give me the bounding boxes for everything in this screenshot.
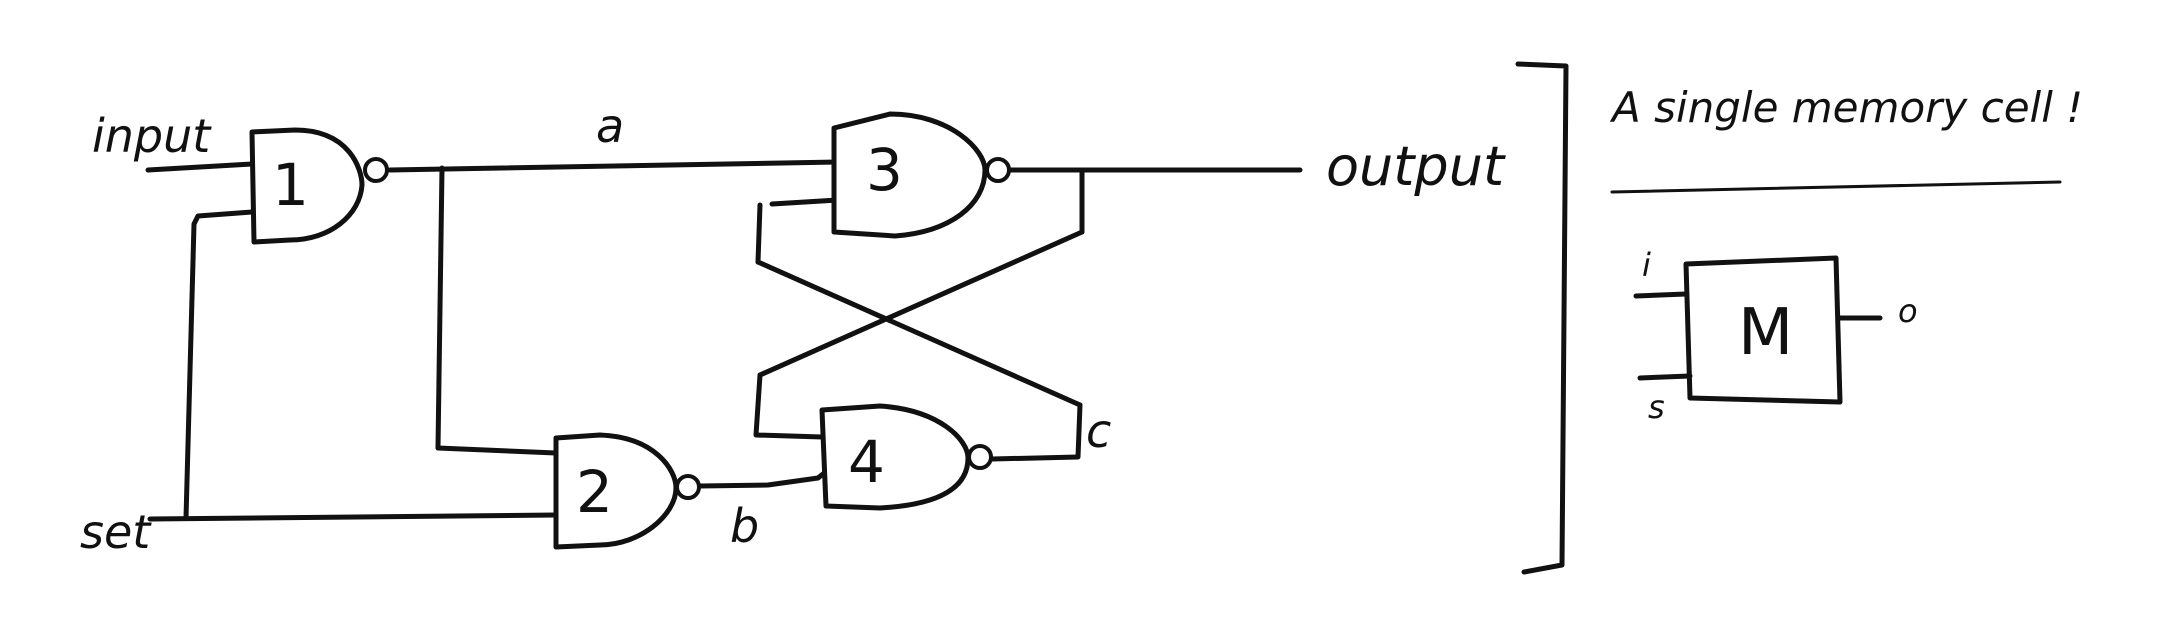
bracket [1515, 61, 1569, 575]
gate-3-label: 3 [866, 136, 903, 204]
gate-2-label: 2 [576, 458, 613, 526]
summary-title: A single memory cell ! [1609, 83, 2083, 132]
label-a: a [596, 99, 624, 153]
label-output: output [1326, 135, 1506, 198]
wire-b [697, 467, 831, 489]
wire-gate3-in2 [769, 197, 841, 207]
label-input: input [92, 109, 212, 163]
wires [145, 159, 1303, 522]
wire-cross-1 [757, 229, 1085, 378]
wire-a-branch [435, 165, 559, 456]
label-c: c [1086, 404, 1111, 458]
memory-box [1683, 255, 1843, 405]
wire-set-to-gate1 [183, 209, 255, 521]
title-underline [1610, 180, 2062, 194]
label-o: o [1898, 292, 1918, 330]
wire-c [989, 402, 1083, 462]
wire-i [1633, 291, 1689, 299]
gate-3: 3 [831, 111, 1011, 239]
gate-2: 2 [553, 432, 701, 550]
wire-gate4-in1 [753, 372, 825, 440]
label-i: i [1642, 246, 1651, 284]
label-set: set [80, 505, 152, 559]
wire-a [387, 159, 841, 173]
summary-panel: A single memory cell ! M i s o [1609, 83, 2083, 426]
gate-1: 1 [249, 127, 389, 245]
wire-s [1637, 373, 1693, 381]
wire-cross-1a [755, 202, 763, 265]
gate-4-label: 4 [848, 428, 885, 496]
wire-cross-2 [755, 259, 1083, 408]
wire-input [145, 161, 255, 173]
gate-4: 4 [819, 403, 993, 511]
wire-set [147, 512, 559, 522]
gate-1-label: 1 [272, 151, 309, 219]
memory-box-label: M [1738, 296, 1793, 370]
label-s: s [1648, 388, 1665, 426]
label-b: b [730, 499, 759, 553]
